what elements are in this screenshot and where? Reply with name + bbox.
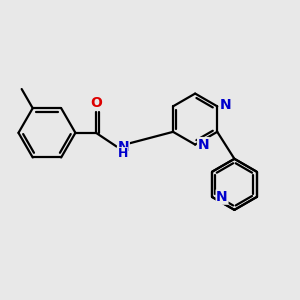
Text: N: N [118, 140, 129, 154]
Text: H: H [118, 147, 128, 161]
Text: N: N [216, 190, 228, 204]
Text: O: O [90, 96, 102, 110]
Text: N: N [220, 98, 231, 112]
Text: N: N [198, 138, 209, 152]
